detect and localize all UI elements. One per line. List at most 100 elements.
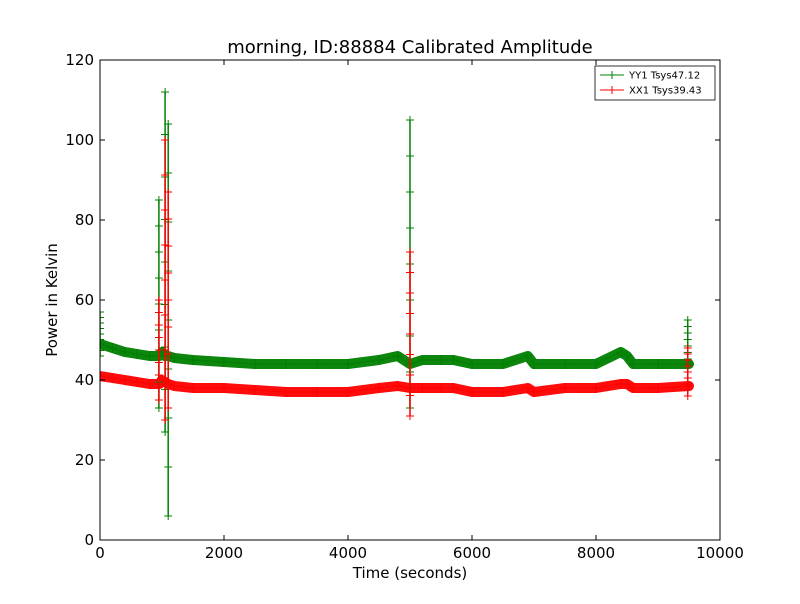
spike-point (154, 196, 163, 204)
series-point (281, 387, 291, 397)
spike-1 (154, 296, 163, 404)
plot-area (100, 88, 694, 520)
spike-point (154, 248, 163, 256)
series-point (522, 351, 533, 361)
series-point (188, 355, 198, 365)
spike-point (406, 268, 414, 277)
x-tick-label: 8000 (577, 544, 615, 562)
spike-point (164, 323, 173, 331)
spike-point (164, 188, 173, 196)
x-tick-label: 6000 (453, 544, 491, 562)
series-0 (100, 339, 694, 369)
spike-point (406, 248, 414, 256)
spike-point (154, 383, 163, 392)
spike-point (406, 116, 414, 124)
spike-point (161, 171, 170, 179)
series-point (219, 357, 229, 367)
y-tick-label: 20 (75, 451, 94, 469)
series-point (343, 387, 353, 397)
spike-point (154, 308, 163, 317)
series-point (467, 359, 477, 369)
series-1 (100, 371, 694, 397)
series-point (417, 355, 428, 365)
series-point (653, 383, 663, 393)
legend-label: XX1 Tsys39.43 (629, 86, 702, 97)
series-point (417, 383, 428, 393)
series-point (436, 383, 446, 393)
spike-point (164, 120, 173, 128)
spike-point (100, 319, 104, 327)
spike-point (154, 274, 163, 282)
y-tick-label: 100 (65, 131, 94, 149)
spike-point (100, 335, 104, 344)
x-axis-label: Time (seconds) (352, 564, 468, 582)
spike-point (164, 242, 173, 250)
spike-point (683, 344, 692, 352)
spike-point (164, 215, 173, 223)
series-point (522, 383, 533, 393)
series-point (250, 359, 260, 369)
series-point (250, 385, 260, 395)
axis-ticks: 0 2000 4000 6000 8000 10000 0 20 40 60 80 100 120 (65, 51, 744, 562)
spike-point (406, 412, 414, 420)
spike-0 (100, 308, 104, 360)
series-point (628, 383, 639, 393)
spike-point (154, 396, 163, 404)
series-point (119, 347, 130, 357)
spike-1 (406, 248, 414, 420)
x-tick-label: 2000 (205, 544, 243, 562)
spike-point (164, 350, 173, 358)
spike-point (164, 463, 173, 471)
series-point (144, 351, 155, 361)
series-point (132, 349, 143, 359)
plot-frame (99, 59, 721, 541)
series-point (100, 371, 105, 381)
legend-entry: XX1 Tsys39.43 (600, 86, 702, 97)
plot-clip-group (100, 88, 694, 520)
series-point (392, 381, 403, 391)
y-tick-label: 60 (75, 291, 94, 309)
spike-point (406, 371, 414, 379)
series-point (436, 355, 446, 365)
series-point (132, 377, 143, 387)
spike-point (406, 224, 414, 232)
legend: YY1 Tsys47.12 XX1 Tsys39.43 (594, 65, 716, 101)
spike-point (154, 333, 163, 342)
spike-point (161, 416, 170, 424)
series-point (653, 359, 663, 369)
y-tick-label: 0 (84, 531, 94, 549)
spike-point (164, 404, 173, 412)
spike-point (100, 308, 104, 316)
series-point (374, 383, 384, 393)
spike-point (100, 324, 104, 333)
spike-point (100, 352, 104, 360)
spike-point (406, 391, 414, 400)
series-point (529, 387, 539, 397)
spike-point (154, 222, 163, 230)
series-point (219, 383, 229, 393)
series-point (448, 355, 459, 365)
x-tick-label: 4000 (329, 544, 367, 562)
series-point (560, 383, 570, 393)
series-point (684, 381, 694, 391)
spike-1 (164, 188, 173, 412)
legend-entry: YY1 Tsys47.12 (600, 71, 700, 82)
spike-point (154, 358, 163, 367)
series-point (144, 379, 155, 389)
spike-point (100, 341, 104, 349)
spike-point (164, 269, 173, 277)
spike-point (406, 289, 414, 297)
spike-point (164, 377, 173, 385)
series-point (560, 359, 570, 369)
series-point (169, 381, 180, 391)
spike-point (100, 346, 104, 355)
series-point (343, 359, 353, 369)
spike-point (154, 321, 163, 329)
series-point (591, 359, 601, 369)
series-point (498, 387, 508, 397)
y-tick-label: 80 (75, 211, 94, 229)
series-point (392, 351, 403, 361)
series-point (119, 375, 130, 385)
series-point (169, 353, 180, 363)
